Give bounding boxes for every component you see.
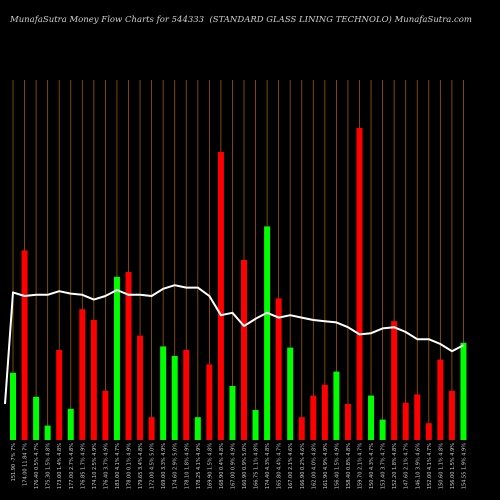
x-tick-label: 160.90 0.9% 5.0%	[242, 443, 248, 489]
bar-12	[148, 417, 155, 440]
x-tick-label: 174.60 2.9% 5.0%	[173, 443, 179, 489]
price-line	[4, 284, 464, 405]
bar-21	[252, 410, 259, 440]
chart-title-left: MunafaSutra Money Flow Charts for 544333	[10, 15, 205, 25]
bar-5	[67, 408, 74, 440]
x-tick-labels: 151.90 -7% 7% 174.00 11.84 7% 176.40 0.5% …	[11, 443, 467, 489]
x-tick-label: 168.90 0.4% 4.8%	[219, 443, 225, 489]
x-tick-label: 152.00 4.1% 4.7%	[427, 443, 433, 489]
x-tick-label: 161.90 4.9% 4.9%	[323, 443, 329, 489]
bar-19	[229, 386, 236, 440]
x-tick-label: 169.90 1.5% 4.8%	[207, 443, 213, 489]
x-tick-label: 156.40 1.5% 4.9%	[334, 443, 340, 489]
x-tick-label: 176.85 1.7% 4.9%	[80, 443, 86, 489]
bar-33	[391, 321, 398, 440]
x-tick-label: 174.00 11.84 7%	[23, 443, 29, 486]
chart-title-right: (STANDARD GLASS LINING TECHNOLO) MunafaS…	[209, 15, 472, 25]
x-tick-label: 176.40 3.7% 4.9%	[103, 443, 109, 489]
bar-16	[194, 417, 201, 440]
x-tick-label: 158.40 0.8% 4.8%	[346, 443, 352, 489]
bar-28	[333, 371, 340, 440]
bar-36	[425, 423, 432, 440]
x-tick-label: 152.20 1.8% 4.8%	[392, 443, 398, 489]
x-tick-label: 159.70 2.1% 4.7%	[358, 443, 364, 489]
bar-31	[368, 395, 375, 440]
bar-0	[10, 372, 16, 440]
x-tick-label: 165.80 4.4% 4.7%	[277, 443, 283, 489]
bar-25	[298, 417, 305, 440]
x-tick-label: 147.60 2.1% 4.7%	[404, 443, 410, 489]
bar-26	[310, 395, 317, 440]
bar-8	[102, 390, 109, 440]
x-tick-label: 156.00 1.5% 4.9%	[450, 443, 456, 489]
x-tick-label: 175.30 1.5% 4.8%	[46, 443, 52, 489]
bar-1	[21, 250, 28, 440]
x-tick-label: 150.40 4.3% 4.7%	[369, 443, 375, 489]
bar-9	[113, 276, 120, 440]
bar-34	[402, 402, 409, 440]
bar-38	[448, 390, 455, 440]
x-tick-label: 174.10 2.5% 4.9%	[92, 443, 98, 489]
bar-7	[90, 320, 97, 440]
bar-32	[379, 419, 386, 440]
x-tick-label: 154.55 1.9% 4.9%	[461, 443, 467, 489]
x-tick-label: 167.00 2.1% 4.6%	[288, 443, 294, 489]
price-line-series	[4, 284, 464, 405]
bar-10	[125, 272, 132, 440]
bar-11	[137, 335, 144, 440]
x-tick-label: 167.00 0.9% 4.9%	[230, 443, 236, 489]
bar-14	[171, 356, 178, 440]
x-tick-label: 179.65 3.4% 4.8%	[138, 443, 144, 489]
x-tick-label: 178.00 0.1% 4.9%	[127, 443, 133, 489]
bar-20	[241, 260, 247, 440]
bar-24	[287, 347, 294, 440]
bar-39	[460, 342, 467, 440]
x-tick-label: 150.60 1.1% 4.8%	[438, 443, 444, 489]
bar-6	[79, 309, 86, 440]
bar-29	[344, 404, 351, 440]
x-tick-label: 183.00 4.1% 4.7%	[115, 443, 121, 489]
bar-series	[10, 128, 467, 440]
x-tick-label: 162.00 4.0% 4.8%	[311, 443, 317, 489]
bar-23	[275, 298, 282, 440]
bar-3	[44, 425, 51, 440]
bar-35	[414, 394, 421, 440]
x-tick-label: 169.00 3.3% 4.9%	[161, 443, 167, 489]
bar-2	[33, 396, 40, 440]
x-tick-label: 146.10 3.9% 4.6%	[415, 443, 421, 489]
x-tick-label: 173.00 1.4% 4.8%	[57, 443, 63, 489]
bar-15	[183, 350, 190, 440]
x-tick-label: 177.00 2.7% 4.8%	[69, 443, 75, 489]
bar-17	[206, 364, 213, 440]
x-tick-label: 166.75 1.1% 4.8%	[254, 443, 260, 489]
bar-30	[356, 128, 363, 440]
x-tick-label: 176.40 0.5% 4.7%	[34, 443, 40, 489]
x-tick-label: 178.10 1.8% 4.9%	[184, 443, 190, 489]
x-tick-label: 174.40 4.3% 4.8%	[265, 443, 271, 489]
bar-22	[264, 226, 271, 440]
bar-18	[217, 152, 224, 440]
x-tick-label: 178.25 4.1% 4.9%	[196, 443, 202, 489]
bar-4	[56, 350, 63, 440]
x-tick-label: 166.90 0.2% 4.6%	[300, 443, 306, 489]
x-tick-label: 151.90 -7% 7%	[11, 443, 17, 482]
x-tick-label: 172.00 4.5% 5.0%	[150, 443, 156, 489]
bar-13	[160, 346, 167, 440]
x-tick-label: 153.40 3.7% 4.7%	[381, 443, 387, 489]
bar-37	[437, 359, 444, 440]
bar-27	[321, 384, 328, 440]
